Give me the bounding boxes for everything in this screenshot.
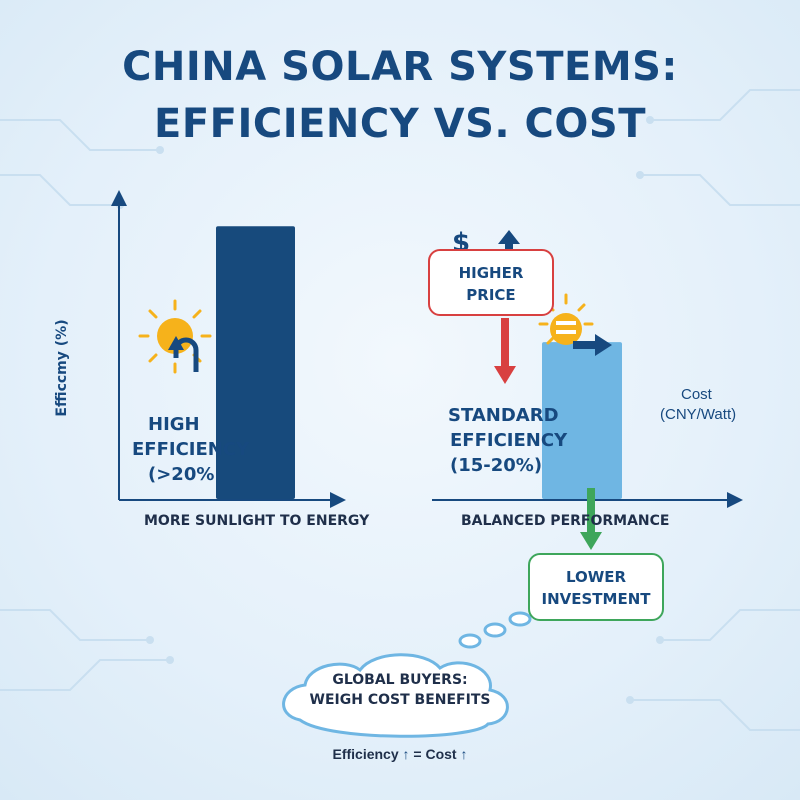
bar-standard-efficiency (542, 342, 622, 499)
sun-icon (138, 299, 212, 374)
standard-label-line2: EFFICIENCY (450, 430, 568, 451)
high-label-line2: EFFICIENCY (132, 439, 250, 460)
footer-cost: Cost (425, 746, 457, 762)
footer-equals: = (413, 746, 422, 762)
high-label-line3: (>20% (148, 464, 215, 485)
cost-axis-label: Cost (681, 386, 712, 403)
bar-high-efficiency (216, 226, 295, 499)
down-arrow-icon (494, 318, 516, 384)
title-line-1: CHINA SOLAR SYSTEMS: (122, 44, 678, 90)
down-arrow-green-icon (580, 488, 602, 550)
cloud-text: GLOBAL BUYERS: WEIGH COST BENEFITS (300, 670, 500, 710)
cloud-text-line2: WEIGH COST BENEFITS (309, 692, 491, 708)
caption-right: BALANCED PERFORMANCE (461, 513, 670, 529)
caption-left: MORE SUNLIGHT TO ENERGY (144, 513, 370, 529)
standard-label-line3: (15-20%) (450, 455, 543, 476)
cloud-icon (282, 653, 509, 738)
high-label-line1: HIGH (148, 414, 200, 435)
thought-bubbles (458, 611, 532, 649)
higher-price-line2: PRICE (466, 286, 516, 304)
right-arrow-icon (573, 334, 612, 356)
sun-icon-right (538, 293, 594, 345)
footer-efficiency: Efficiency (332, 746, 399, 762)
higher-price-callout: HIGHER PRICE (428, 249, 554, 316)
footer-up-arrow-icon-2: ↑ (460, 746, 468, 762)
higher-price-line1: HIGHER (458, 264, 524, 282)
footer-equation: Efficiency ↑ = Cost ↑ (0, 746, 800, 762)
title-line-2: EFFICIENCY VS. COST (154, 101, 646, 147)
u-turn-arrowhead (168, 336, 184, 350)
lower-investment-callout: LOWER INVESTMENT (528, 553, 664, 621)
cost-unit-label: (CNY/Watt) (660, 406, 737, 423)
y-axis-label: Efficcmy (%) (54, 319, 70, 417)
footer-up-arrow-icon: ↑ (402, 746, 410, 762)
standard-label-line1: STANDARD (448, 405, 559, 426)
lower-investment-line1: LOWER (565, 568, 627, 586)
cloud-text-line1: GLOBAL BUYERS: (332, 672, 468, 688)
lower-investment-line2: INVESTMENT (541, 590, 651, 608)
